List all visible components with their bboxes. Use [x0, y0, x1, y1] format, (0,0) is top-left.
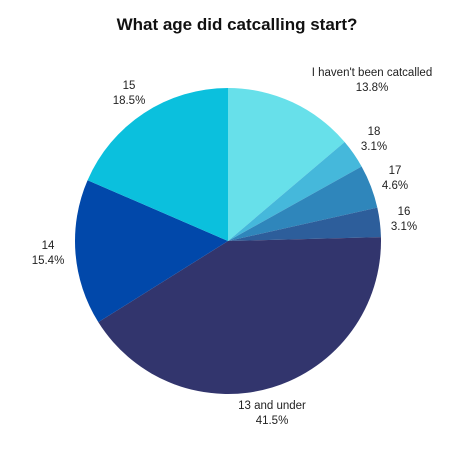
slice-label-3: 16 3.1%: [391, 206, 417, 233]
chart-title: What age did catcalling start?: [117, 15, 358, 34]
slice-label-percent: 4.6%: [382, 180, 408, 192]
pie-slice-2: [228, 166, 378, 241]
slice-label-percent: 18.5%: [113, 95, 146, 107]
pie-slice-4: [98, 237, 381, 394]
pie-slice-5: [75, 180, 229, 323]
slice-label-2: 17 4.6%: [382, 165, 408, 192]
slice-label-0: I haven't been catcalled 13.8%: [312, 67, 432, 94]
slice-label-name: 17: [389, 165, 402, 177]
slice-label-name: 13 and under: [238, 400, 306, 412]
slice-label-name: 16: [398, 206, 411, 218]
slice-label-name: 14: [42, 240, 55, 252]
pie-slice-1: [228, 142, 362, 241]
slice-label-4: 13 and under 41.5%: [238, 400, 306, 427]
slice-label-percent: 15.4%: [32, 255, 65, 267]
pie-labels: I haven't been catcalled 13.8%18 3.1%17 4.6…: [32, 67, 433, 427]
pie-slice-6: [87, 87, 228, 241]
pie-slice-0: [228, 88, 345, 241]
slice-label-name: 15: [123, 80, 136, 92]
pie-slice-3: [228, 207, 381, 241]
slice-label-percent: 3.1%: [361, 141, 387, 153]
slice-label-5: 14 15.4%: [32, 240, 65, 267]
slice-label-percent: 41.5%: [256, 415, 289, 427]
slice-label-percent: 3.1%: [391, 221, 417, 233]
slice-label-name: I haven't been catcalled: [312, 67, 432, 79]
slice-label-6: 15 18.5%: [113, 80, 146, 107]
slice-label-percent: 13.8%: [356, 82, 389, 94]
slice-label-1: 18 3.1%: [361, 126, 387, 153]
pie-slices: [75, 87, 381, 394]
slice-label-name: 18: [368, 126, 381, 138]
